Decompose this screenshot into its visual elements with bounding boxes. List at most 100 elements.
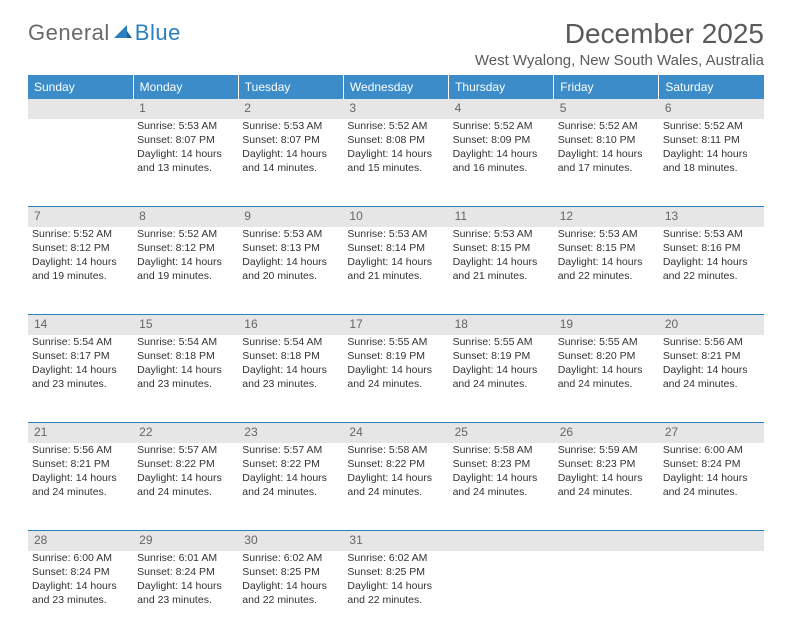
calendar-table: Sunday Monday Tuesday Wednesday Thursday…	[28, 75, 764, 639]
sunrise-line: Sunrise: 5:53 AM	[242, 119, 339, 133]
sunrise-line: Sunrise: 5:53 AM	[663, 227, 760, 241]
sunrise-line: Sunrise: 5:53 AM	[453, 227, 550, 241]
day-content-row: Sunrise: 5:52 AMSunset: 8:12 PMDaylight:…	[28, 227, 764, 315]
daylight-line: Daylight: 14 hours and 23 minutes.	[137, 363, 234, 391]
weekday-header: Wednesday	[343, 75, 448, 99]
sunset-line: Sunset: 8:25 PM	[347, 565, 444, 579]
daylight-line: Daylight: 14 hours and 24 minutes.	[663, 363, 760, 391]
day-number-cell: 2	[238, 99, 343, 119]
weekday-header: Friday	[554, 75, 659, 99]
triangle-icon	[114, 23, 132, 44]
day-number-cell: 25	[449, 423, 554, 443]
daylight-line: Daylight: 14 hours and 16 minutes.	[453, 147, 550, 175]
daylight-line: Daylight: 14 hours and 19 minutes.	[32, 255, 129, 283]
daylight-line: Daylight: 14 hours and 24 minutes.	[453, 471, 550, 499]
sunrise-line: Sunrise: 5:58 AM	[347, 443, 444, 457]
sunrise-line: Sunrise: 6:02 AM	[347, 551, 444, 565]
sunrise-line: Sunrise: 5:53 AM	[137, 119, 234, 133]
sunrise-line: Sunrise: 5:56 AM	[663, 335, 760, 349]
header: General Blue December 2025 West Wyalong,…	[28, 18, 764, 69]
day-content-cell: Sunrise: 5:55 AMSunset: 8:19 PMDaylight:…	[449, 335, 554, 423]
sunrise-line: Sunrise: 6:00 AM	[32, 551, 129, 565]
day-number-cell	[449, 531, 554, 551]
sunrise-line: Sunrise: 5:52 AM	[32, 227, 129, 241]
sunset-line: Sunset: 8:20 PM	[558, 349, 655, 363]
daylight-line: Daylight: 14 hours and 22 minutes.	[347, 579, 444, 607]
sunrise-line: Sunrise: 5:57 AM	[137, 443, 234, 457]
day-number-cell: 18	[449, 315, 554, 335]
logo-text-blue: Blue	[135, 20, 181, 46]
day-number-cell: 26	[554, 423, 659, 443]
daylight-line: Daylight: 14 hours and 24 minutes.	[453, 363, 550, 391]
sunset-line: Sunset: 8:12 PM	[137, 241, 234, 255]
sunset-line: Sunset: 8:14 PM	[347, 241, 444, 255]
sunset-line: Sunset: 8:23 PM	[558, 457, 655, 471]
day-content-row: Sunrise: 6:00 AMSunset: 8:24 PMDaylight:…	[28, 551, 764, 639]
daylight-line: Daylight: 14 hours and 23 minutes.	[32, 579, 129, 607]
calendar-page: General Blue December 2025 West Wyalong,…	[0, 0, 792, 639]
day-content-cell: Sunrise: 5:52 AMSunset: 8:12 PMDaylight:…	[28, 227, 133, 315]
day-content-row: Sunrise: 5:56 AMSunset: 8:21 PMDaylight:…	[28, 443, 764, 531]
day-content-cell: Sunrise: 5:53 AMSunset: 8:07 PMDaylight:…	[238, 119, 343, 207]
sunrise-line: Sunrise: 5:54 AM	[32, 335, 129, 349]
sunrise-line: Sunrise: 5:53 AM	[242, 227, 339, 241]
sunset-line: Sunset: 8:23 PM	[453, 457, 550, 471]
sunset-line: Sunset: 8:19 PM	[347, 349, 444, 363]
day-content-cell: Sunrise: 5:54 AMSunset: 8:18 PMDaylight:…	[238, 335, 343, 423]
sunset-line: Sunset: 8:15 PM	[453, 241, 550, 255]
sunset-line: Sunset: 8:22 PM	[347, 457, 444, 471]
day-content-cell: Sunrise: 5:57 AMSunset: 8:22 PMDaylight:…	[238, 443, 343, 531]
day-number-cell: 22	[133, 423, 238, 443]
daylight-line: Daylight: 14 hours and 15 minutes.	[347, 147, 444, 175]
sunset-line: Sunset: 8:07 PM	[137, 133, 234, 147]
day-number-row: 14151617181920	[28, 315, 764, 335]
weekday-header-row: Sunday Monday Tuesday Wednesday Thursday…	[28, 75, 764, 99]
day-number-cell: 16	[238, 315, 343, 335]
daylight-line: Daylight: 14 hours and 24 minutes.	[347, 471, 444, 499]
day-content-row: Sunrise: 5:53 AMSunset: 8:07 PMDaylight:…	[28, 119, 764, 207]
sunset-line: Sunset: 8:21 PM	[32, 457, 129, 471]
sunset-line: Sunset: 8:21 PM	[663, 349, 760, 363]
sunset-line: Sunset: 8:11 PM	[663, 133, 760, 147]
day-content-cell: Sunrise: 5:53 AMSunset: 8:16 PMDaylight:…	[659, 227, 764, 315]
day-number-cell: 15	[133, 315, 238, 335]
sunrise-line: Sunrise: 5:52 AM	[347, 119, 444, 133]
daylight-line: Daylight: 14 hours and 17 minutes.	[558, 147, 655, 175]
day-number-cell	[28, 99, 133, 119]
daylight-line: Daylight: 14 hours and 20 minutes.	[242, 255, 339, 283]
sunset-line: Sunset: 8:08 PM	[347, 133, 444, 147]
day-number-cell	[554, 531, 659, 551]
sunset-line: Sunset: 8:18 PM	[137, 349, 234, 363]
day-number-cell: 31	[343, 531, 448, 551]
daylight-line: Daylight: 14 hours and 22 minutes.	[242, 579, 339, 607]
title-block: December 2025 West Wyalong, New South Wa…	[475, 18, 764, 69]
daylight-line: Daylight: 14 hours and 22 minutes.	[663, 255, 760, 283]
day-content-row: Sunrise: 5:54 AMSunset: 8:17 PMDaylight:…	[28, 335, 764, 423]
sunset-line: Sunset: 8:24 PM	[32, 565, 129, 579]
sunrise-line: Sunrise: 5:52 AM	[137, 227, 234, 241]
day-number-cell: 19	[554, 315, 659, 335]
day-number-cell: 13	[659, 207, 764, 227]
logo-text-general: General	[28, 20, 110, 46]
sunset-line: Sunset: 8:17 PM	[32, 349, 129, 363]
day-content-cell: Sunrise: 5:58 AMSunset: 8:22 PMDaylight:…	[343, 443, 448, 531]
page-title: December 2025	[475, 18, 764, 50]
day-content-cell: Sunrise: 5:57 AMSunset: 8:22 PMDaylight:…	[133, 443, 238, 531]
day-number-cell: 23	[238, 423, 343, 443]
daylight-line: Daylight: 14 hours and 24 minutes.	[663, 471, 760, 499]
day-number-cell: 11	[449, 207, 554, 227]
weekday-header: Sunday	[28, 75, 133, 99]
day-content-cell	[449, 551, 554, 639]
day-number-row: 123456	[28, 99, 764, 119]
daylight-line: Daylight: 14 hours and 21 minutes.	[347, 255, 444, 283]
sunrise-line: Sunrise: 5:58 AM	[453, 443, 550, 457]
sunrise-line: Sunrise: 5:54 AM	[242, 335, 339, 349]
sunset-line: Sunset: 8:12 PM	[32, 241, 129, 255]
day-number-cell: 21	[28, 423, 133, 443]
day-number-cell: 5	[554, 99, 659, 119]
day-content-cell: Sunrise: 5:54 AMSunset: 8:17 PMDaylight:…	[28, 335, 133, 423]
page-subtitle: West Wyalong, New South Wales, Australia	[475, 52, 764, 69]
day-number-cell: 30	[238, 531, 343, 551]
day-content-cell: Sunrise: 5:52 AMSunset: 8:10 PMDaylight:…	[554, 119, 659, 207]
sunrise-line: Sunrise: 6:02 AM	[242, 551, 339, 565]
